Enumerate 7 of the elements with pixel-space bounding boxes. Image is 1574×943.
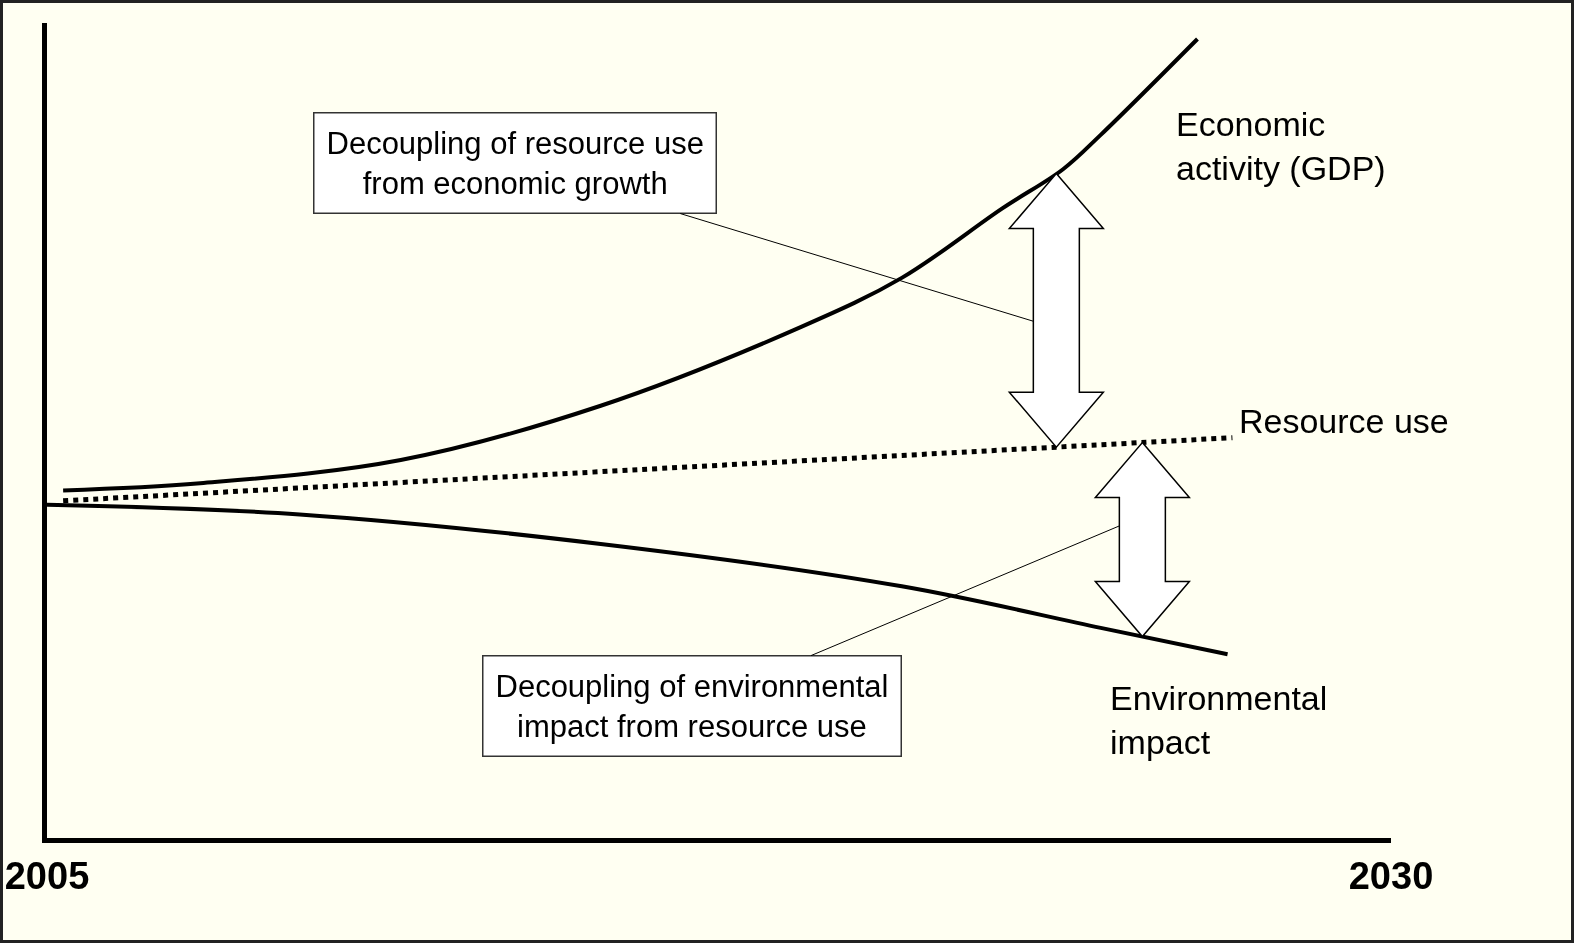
series-label: Environmental impact — [1110, 679, 1328, 762]
x-tick-label: 2005 — [4, 854, 90, 897]
series-label: Economic activity (GDP) — [1176, 105, 1386, 188]
annotation: Decoupling of environmental impact from resource use — [495, 668, 889, 744]
series-label: Resource use — [1239, 402, 1449, 440]
x-tick-label: 2030 — [1348, 854, 1434, 897]
annotation: Decoupling of resource use from economic growth — [326, 125, 704, 201]
